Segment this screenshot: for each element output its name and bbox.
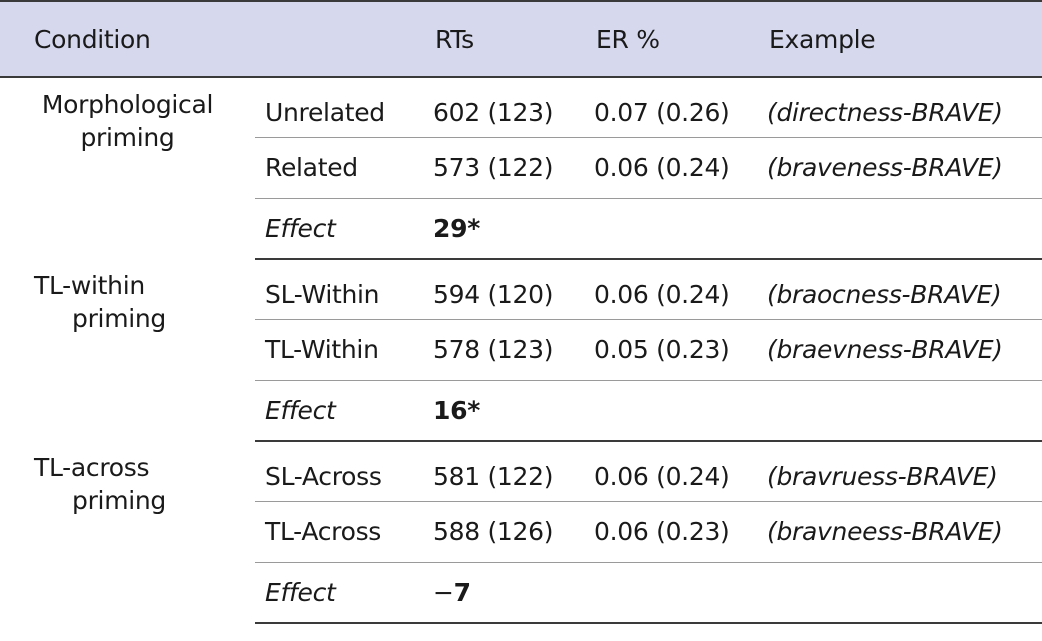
example-value: (directness-BRAVE) xyxy=(757,77,1042,138)
er-value: 0.05 (0.23) xyxy=(584,319,758,381)
effect-row: Effect −7 xyxy=(0,562,1042,624)
results-table: Condition RTs ER % Example Morphological… xyxy=(0,0,1042,624)
table-row: TL-Across 588 (126) 0.06 (0.23) (bravnee… xyxy=(0,501,1042,563)
effect-label: Effect xyxy=(255,562,424,624)
empty-cell xyxy=(584,380,758,442)
effect-number: 29* xyxy=(433,213,480,243)
header-rts: RTs xyxy=(423,0,585,78)
condition-line1: Morphological xyxy=(41,90,214,119)
rt-value: 588 (126) xyxy=(423,501,585,563)
table-row: Related 573 (122) 0.06 (0.24) (braveness… xyxy=(0,137,1042,199)
rt-value: 602 (123) xyxy=(423,77,585,138)
table-row: TL-Within 578 (123) 0.05 (0.23) (braevne… xyxy=(0,319,1042,381)
row-label: Related xyxy=(255,137,424,199)
condition-cell-morphological: Morphological priming xyxy=(0,77,255,259)
rt-value: 573 (122) xyxy=(423,137,585,199)
table-row: TL-across priming SL-Across 581 (122) 0.… xyxy=(0,441,1042,515)
condition-line2: priming xyxy=(80,123,175,152)
table-row: Morphological priming Unrelated 602 (123… xyxy=(0,77,1042,152)
row-label: TL-Across xyxy=(255,501,424,563)
empty-cell xyxy=(584,562,758,624)
er-value: 0.06 (0.24) xyxy=(584,441,758,502)
row-label: TL-Within xyxy=(255,319,424,381)
example-value: (braocness-BRAVE) xyxy=(757,259,1042,320)
condition-line2: priming xyxy=(72,486,167,515)
rt-value: 578 (123) xyxy=(423,319,585,381)
effect-value: −7 xyxy=(423,562,585,624)
example-value: (braveness-BRAVE) xyxy=(757,137,1042,199)
effect-value: 16* xyxy=(423,380,585,442)
effect-number: 7 xyxy=(453,577,471,607)
empty-cell xyxy=(757,562,1042,624)
row-label: SL-Within xyxy=(255,259,424,320)
condition-cell-tl-within: TL-within priming xyxy=(0,259,255,441)
empty-cell xyxy=(757,380,1042,442)
example-value: (bravruess-BRAVE) xyxy=(757,441,1042,502)
table-body: Morphological priming Unrelated 602 (123… xyxy=(0,77,1042,624)
effect-row: Effect 29* xyxy=(0,198,1042,260)
empty-cell xyxy=(757,198,1042,260)
header-row: Condition RTs ER % Example xyxy=(0,0,1042,78)
row-label: SL-Across xyxy=(255,441,424,502)
rt-value: 594 (120) xyxy=(423,259,585,320)
example-value: (bravneess-BRAVE) xyxy=(757,501,1042,563)
rt-value: 581 (122) xyxy=(423,441,585,502)
effect-label: Effect xyxy=(255,380,424,442)
example-value: (braevness-BRAVE) xyxy=(757,319,1042,381)
row-label: Unrelated xyxy=(255,77,424,138)
condition-line2: priming xyxy=(72,304,167,333)
effect-number: 16* xyxy=(433,395,480,425)
effect-value: 29* xyxy=(423,198,585,260)
condition-line1: TL-within xyxy=(34,271,145,300)
header-condition: Condition xyxy=(0,0,424,78)
er-value: 0.07 (0.26) xyxy=(584,77,758,138)
condition-line1: TL-across xyxy=(34,453,150,482)
effect-label: Effect xyxy=(255,198,424,260)
table-header: Condition RTs ER % Example xyxy=(0,0,1042,78)
condition-cell-tl-across: TL-across priming xyxy=(0,441,255,623)
header-er: ER % xyxy=(584,0,758,78)
effect-row: Effect 16* xyxy=(0,380,1042,442)
empty-cell xyxy=(584,198,758,260)
er-value: 0.06 (0.24) xyxy=(584,259,758,320)
header-example: Example xyxy=(757,0,1042,78)
table-row: TL-within priming SL-Within 594 (120) 0.… xyxy=(0,259,1042,333)
effect-sign: − xyxy=(433,577,454,607)
er-value: 0.06 (0.23) xyxy=(584,501,758,563)
er-value: 0.06 (0.24) xyxy=(584,137,758,199)
